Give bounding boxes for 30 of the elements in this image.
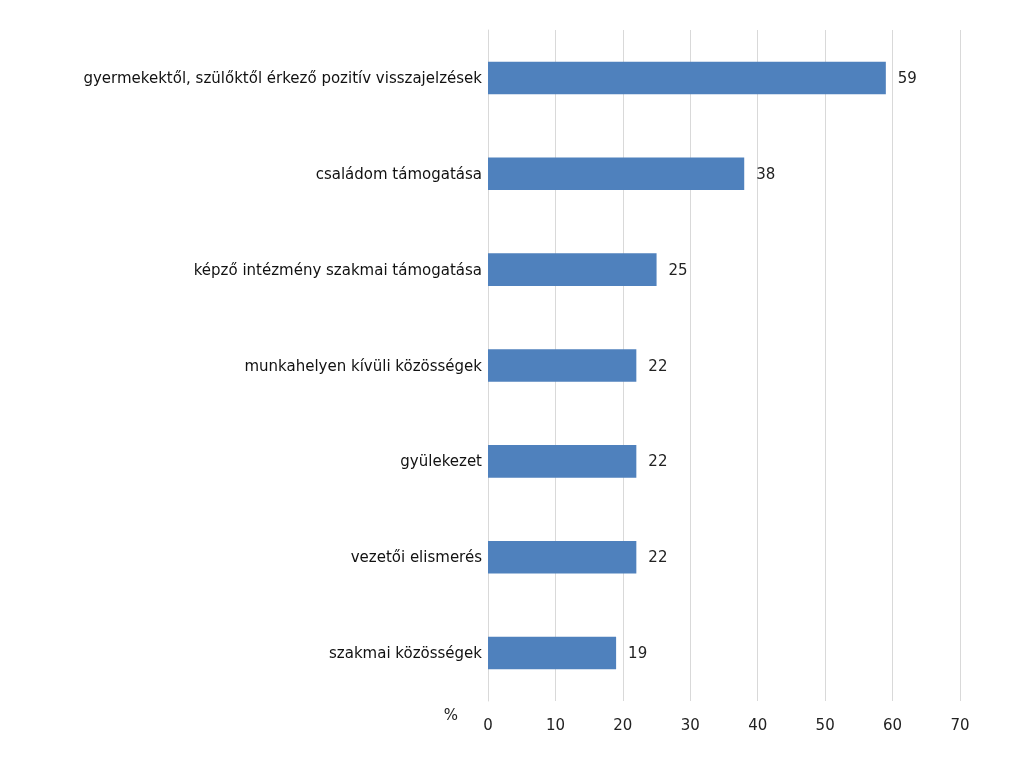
- bar: [488, 540, 637, 574]
- data-label: 22: [648, 548, 668, 567]
- x-tick-label: 0: [483, 715, 493, 734]
- x-axis-title: %: [443, 705, 458, 724]
- y-tick-label: munkahelyen kívüli közösségek: [244, 356, 483, 375]
- x-tick-label: 20: [613, 715, 633, 734]
- bar: [488, 253, 657, 286]
- y-tick-label: családom támogatása: [315, 164, 482, 183]
- bar: [488, 61, 886, 95]
- data-label: 22: [648, 356, 668, 375]
- y-tick-label: vezetői elismerés: [350, 548, 483, 567]
- x-tick-label: 50: [815, 715, 835, 734]
- bar: [488, 445, 637, 478]
- x-tick-label: 30: [680, 715, 700, 734]
- x-tick-label: 70: [950, 715, 970, 734]
- bar: [488, 349, 637, 382]
- x-tick-label: 10: [545, 715, 565, 734]
- x-tick-label: 40: [748, 715, 768, 734]
- bar: [488, 636, 617, 670]
- data-label: 59: [897, 68, 917, 87]
- y-tick-label: képző intézmény szakmai támogatása: [193, 260, 482, 279]
- x-tick-label: 60: [883, 715, 903, 734]
- y-tick-label: szakmai közösségek: [329, 644, 483, 663]
- bar: [488, 157, 745, 191]
- data-label: 19: [628, 644, 648, 663]
- y-tick-label: gyermekektől, szülőktől érkező pozitív visszajelzések: [83, 68, 483, 87]
- data-label: 22: [648, 452, 668, 471]
- data-label: 25: [668, 260, 688, 279]
- y-tick-label: gyülekezet: [400, 452, 483, 471]
- data-label: 38: [756, 164, 776, 183]
